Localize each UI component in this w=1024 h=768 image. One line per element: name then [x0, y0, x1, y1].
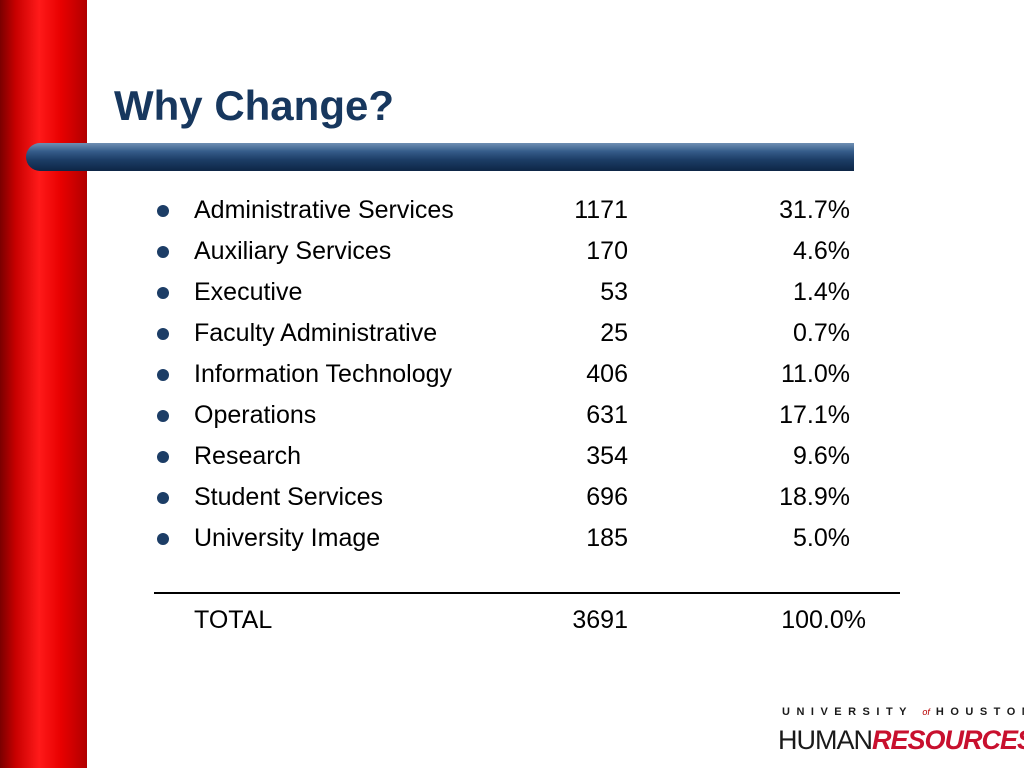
list-item: University Image 185 5.0%: [0, 518, 1024, 559]
item-label: University Image: [194, 524, 381, 552]
item-count: 170: [586, 237, 628, 265]
item-count: 696: [586, 483, 628, 511]
list-item: Executive 53 1.4%: [0, 272, 1024, 313]
item-percent: 9.6%: [793, 442, 850, 470]
item-count: 53: [600, 278, 628, 306]
item-percent: 17.1%: [779, 401, 850, 429]
item-label: Information Technology: [194, 360, 453, 388]
item-count: 1171: [574, 196, 628, 224]
bullet-icon: [157, 533, 169, 545]
list-item: Operations 631 17.1%: [0, 395, 1024, 436]
item-label: Administrative Services: [194, 196, 454, 224]
item-count: 25: [600, 319, 628, 347]
item-percent: 1.4%: [793, 278, 850, 306]
item-label: Operations: [194, 401, 317, 429]
bullet-icon: [157, 205, 169, 217]
total-separator: [154, 592, 900, 594]
total-count: 3691: [572, 606, 628, 634]
list-item: Administrative Services 1171 31.7%: [0, 190, 1024, 231]
item-percent: 18.9%: [779, 483, 850, 511]
item-count: 185: [586, 524, 628, 552]
bullet-icon: [157, 287, 169, 299]
logo-resources: RESOURCES: [872, 725, 1024, 755]
logo-houston: HOUSTON: [935, 706, 1024, 718]
item-percent: 31.7%: [779, 196, 850, 224]
logo-department-line: HUMANRESOURCES: [778, 725, 1024, 756]
logo-human: HUMAN: [778, 725, 873, 755]
bullet-icon: [157, 328, 169, 340]
list-item: Information Technology 406 11.0%: [0, 354, 1024, 395]
item-percent: 4.6%: [793, 237, 850, 265]
item-count: 406: [586, 360, 628, 388]
total-percent: 100.0%: [781, 606, 866, 634]
total-label: TOTAL: [194, 606, 273, 634]
item-label: Research: [194, 442, 301, 470]
list-item: Research 354 9.6%: [0, 436, 1024, 477]
item-percent: 5.0%: [793, 524, 850, 552]
list-item: Faculty Administrative 25 0.7%: [0, 313, 1024, 354]
title-rule: [26, 143, 854, 171]
list-item: Student Services 696 18.9%: [0, 477, 1024, 518]
item-label: Student Services: [194, 483, 383, 511]
bullet-icon: [157, 451, 169, 463]
total-row: TOTAL 3691 100.0%: [0, 600, 1024, 641]
item-label: Faculty Administrative: [194, 319, 438, 347]
item-label: Auxiliary Services: [194, 237, 392, 265]
side-bar: [0, 0, 87, 768]
slide-title: Why Change?: [114, 82, 394, 129]
logo-university-line: UNIVERSITY of HOUSTON: [782, 706, 1024, 718]
item-count: 631: [586, 401, 628, 429]
logo-university: UNIVERSITY: [782, 706, 913, 718]
bullet-icon: [157, 410, 169, 422]
bullet-icon: [157, 492, 169, 504]
item-label: Executive: [194, 278, 303, 306]
item-percent: 0.7%: [793, 319, 850, 347]
list-item: Auxiliary Services 170 4.6%: [0, 231, 1024, 272]
bullet-icon: [157, 369, 169, 381]
uh-human-resources-logo: UNIVERSITY of HOUSTON HUMANRESOURCES: [778, 706, 1024, 758]
logo-of: of: [922, 707, 930, 717]
item-percent: 11.0%: [780, 360, 850, 388]
bullet-icon: [157, 246, 169, 258]
item-count: 354: [586, 442, 628, 470]
